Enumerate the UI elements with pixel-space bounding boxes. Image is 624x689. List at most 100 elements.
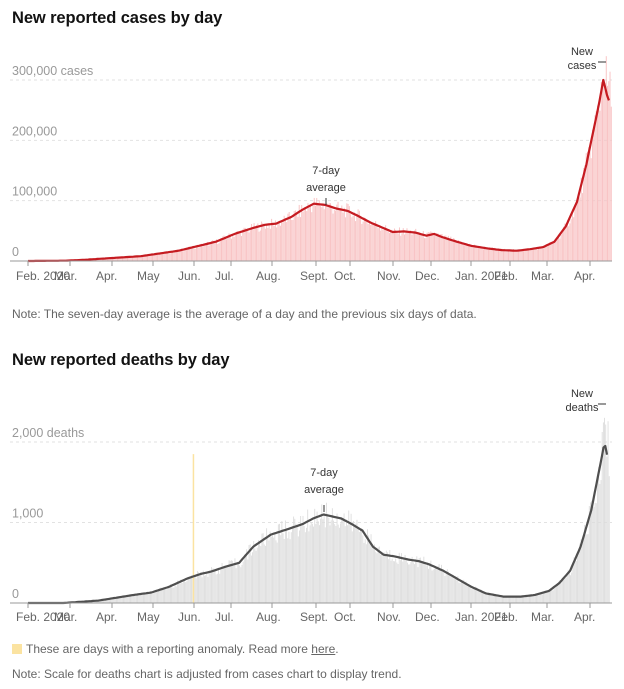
- daily-bar: [349, 523, 351, 603]
- daily-bar: [584, 165, 586, 261]
- anomaly-swatch-icon: [12, 644, 22, 654]
- daily-bar: [430, 231, 432, 261]
- daily-bar: [213, 241, 215, 261]
- daily-bar: [397, 233, 399, 261]
- daily-bar: [242, 561, 244, 603]
- daily-bar: [177, 249, 179, 261]
- daily-bar: [421, 233, 423, 261]
- daily-bar: [469, 243, 471, 261]
- x-tick-label: Sept.: [300, 610, 328, 624]
- daily-bar: [115, 257, 117, 261]
- daily-bar: [116, 597, 117, 603]
- daily-bar: [233, 565, 235, 603]
- daily-bar: [396, 562, 398, 603]
- daily-bar: [310, 522, 312, 603]
- daily-bar: [372, 548, 374, 603]
- daily-bar: [415, 559, 417, 603]
- daily-bar: [380, 554, 381, 603]
- daily-bar: [343, 513, 345, 603]
- x-tick-label: Mar.: [54, 610, 77, 624]
- daily-bar: [548, 244, 550, 261]
- x-tick-label: Nov.: [377, 610, 401, 624]
- daily-bar: [196, 571, 198, 603]
- daily-bar: [227, 238, 229, 261]
- daily-bar: [398, 227, 400, 261]
- daily-bar: [415, 228, 417, 261]
- daily-bar: [391, 558, 393, 603]
- daily-bar: [221, 562, 223, 603]
- daily-bar: [449, 574, 451, 603]
- daily-bar: [277, 524, 279, 603]
- daily-bar: [538, 246, 540, 261]
- daily-bar: [140, 255, 142, 261]
- daily-bar: [539, 593, 541, 603]
- daily-bar: [492, 594, 494, 603]
- daily-bar: [436, 233, 438, 261]
- daily-bar: [172, 251, 174, 261]
- daily-bar: [475, 586, 476, 603]
- read-more-link[interactable]: here: [311, 642, 336, 656]
- daily-bar: [190, 247, 192, 261]
- daily-bar: [490, 247, 492, 261]
- bar-annotation: cases: [568, 60, 597, 72]
- daily-bar: [462, 580, 464, 603]
- daily-bar: [224, 237, 226, 261]
- daily-bar: [310, 205, 311, 261]
- daily-bar: [253, 540, 255, 603]
- daily-bar: [236, 231, 238, 261]
- daily-bar: [302, 211, 304, 261]
- daily-bar: [387, 231, 389, 261]
- y-tick-label: 0: [12, 587, 19, 601]
- daily-bar: [346, 203, 348, 261]
- daily-bar: [168, 253, 170, 261]
- daily-bar: [340, 208, 342, 261]
- bar-annotation: deaths: [565, 402, 599, 414]
- daily-bar: [363, 542, 365, 603]
- daily-bar: [384, 555, 386, 603]
- daily-bar: [477, 591, 479, 603]
- daily-bar: [395, 558, 397, 603]
- daily-bar: [512, 596, 514, 603]
- daily-bar: [410, 230, 412, 261]
- daily-bar: [588, 505, 590, 603]
- daily-bar: [564, 223, 566, 261]
- daily-bar: [107, 598, 109, 603]
- daily-bar: [426, 232, 428, 261]
- daily-bar: [382, 230, 384, 261]
- daily-bar: [268, 223, 270, 261]
- daily-bar: [444, 235, 446, 261]
- daily-bar: [524, 595, 526, 603]
- daily-bar: [347, 525, 349, 603]
- daily-bar: [543, 593, 544, 603]
- daily-bar: [505, 251, 507, 261]
- daily-bar: [520, 251, 522, 261]
- daily-bar: [377, 547, 379, 603]
- daily-bar: [324, 527, 326, 603]
- y-tick-label: 2,000 deaths: [12, 426, 84, 440]
- daily-bar: [300, 515, 302, 603]
- daily-bar: [164, 251, 166, 261]
- daily-bar: [200, 243, 202, 261]
- daily-bar: [422, 231, 424, 261]
- daily-bar: [117, 598, 119, 603]
- daily-bar: [257, 540, 259, 603]
- x-tick-label: Apr.: [574, 610, 595, 624]
- anomaly-legend-suffix: .: [335, 642, 339, 656]
- daily-bar: [116, 257, 118, 261]
- daily-bar: [441, 234, 443, 261]
- daily-bar: [566, 220, 568, 261]
- daily-bar: [479, 589, 481, 603]
- daily-bar: [559, 238, 561, 261]
- daily-bar: [142, 256, 144, 261]
- daily-bar: [218, 567, 219, 603]
- daily-bar: [111, 258, 113, 261]
- daily-bar: [119, 258, 121, 261]
- daily-bar: [593, 129, 595, 261]
- daily-bar: [590, 502, 591, 603]
- daily-bar: [591, 500, 593, 603]
- daily-bar: [114, 258, 116, 261]
- daily-bar: [323, 513, 325, 603]
- daily-bar: [209, 242, 211, 261]
- daily-bar: [317, 203, 319, 261]
- daily-bar: [480, 589, 482, 603]
